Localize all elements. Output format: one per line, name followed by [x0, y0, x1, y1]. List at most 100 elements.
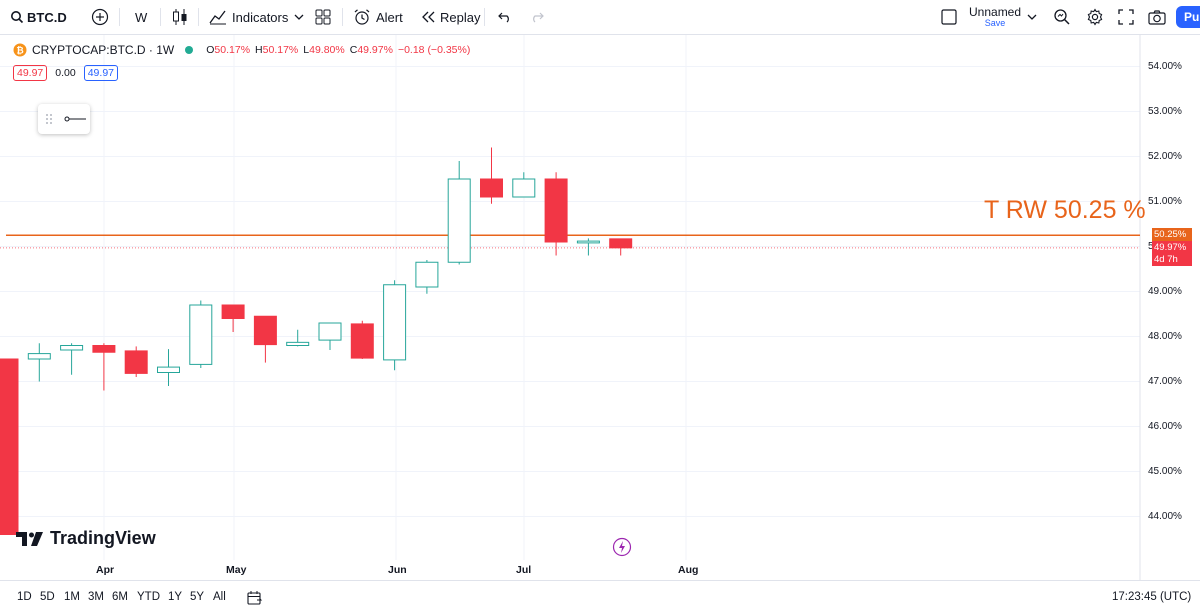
quick-search-button[interactable]	[1053, 0, 1071, 34]
price-tick-label: 51.00%	[1148, 195, 1182, 207]
magnifier-icon	[1054, 9, 1070, 25]
candle-body	[60, 345, 84, 351]
drag-handle-icon[interactable]	[44, 112, 54, 126]
object-tree-widget[interactable]	[38, 104, 90, 134]
candle-body	[253, 315, 277, 346]
compare-button[interactable]	[91, 0, 109, 34]
legend-close: C49.97%	[349, 44, 393, 56]
divider	[119, 8, 120, 26]
indicators-label: Indicators	[232, 9, 289, 25]
chevron-down-icon	[1027, 14, 1037, 20]
candle	[383, 280, 407, 371]
timeframe-button-all[interactable]: All	[213, 591, 226, 603]
market-status-icon	[185, 46, 194, 54]
candle-body	[221, 304, 245, 319]
replay-button[interactable]: Replay	[420, 0, 480, 34]
legend-title: CRYPTOCAP:BTC.D · 1W	[32, 43, 175, 57]
timeframe-button-1y[interactable]: 1Y	[168, 591, 183, 603]
fullscreen-icon	[1118, 9, 1134, 25]
redo-button[interactable]	[530, 0, 544, 34]
price-tick-label: 52.00%	[1148, 150, 1182, 162]
layouts-button[interactable]	[315, 0, 331, 34]
time-tick-label: Apr	[96, 564, 115, 576]
value-zero: 0.00	[55, 67, 76, 79]
symbol-search[interactable]: BTC.D	[10, 0, 67, 34]
divider	[342, 8, 343, 26]
layout-name-button[interactable]: Unnamed Save	[969, 5, 1021, 28]
candle	[609, 238, 633, 256]
rewind-icon	[422, 11, 435, 23]
chart-pane[interactable]	[0, 35, 1200, 580]
horizontal-line-tool-icon[interactable]	[64, 115, 86, 123]
indicator-values: 49.97 0.00 49.97	[13, 65, 118, 81]
fullscreen-button[interactable]	[1118, 0, 1134, 34]
bitcoin-icon: ₿	[13, 43, 27, 57]
gear-icon	[1087, 8, 1103, 26]
chart-type-button[interactable]	[172, 0, 188, 34]
add-circle-icon	[91, 8, 109, 26]
candle	[221, 304, 245, 332]
timeframe-button-3m[interactable]: 3M	[88, 591, 104, 603]
undo-icon	[498, 12, 509, 23]
interval-button[interactable]: W	[135, 0, 147, 34]
undo-button[interactable]	[498, 0, 512, 34]
timeframe-button-5d[interactable]: 5D	[40, 591, 55, 603]
bar-countdown-label: 4d 7h	[1152, 253, 1192, 266]
timeframe-button-6m[interactable]: 6M	[112, 591, 128, 603]
settings-button[interactable]	[1086, 0, 1104, 34]
candle-body	[189, 304, 213, 365]
price-tick-label: 45.00%	[1148, 465, 1182, 477]
replay-label: Replay	[440, 9, 481, 25]
divider	[484, 8, 485, 26]
timeframe-button-ytd[interactable]: YTD	[137, 591, 160, 603]
top-toolbar: BTC.D W Indicators Alert Replay Unnamed	[0, 0, 1200, 35]
price-tick-label: 46.00%	[1148, 420, 1182, 432]
timeframe-button-1m[interactable]: 1M	[64, 591, 80, 603]
horizontal-line-drawing[interactable]	[0, 234, 1140, 249]
price-tick-label: 54.00%	[1148, 60, 1182, 72]
candle-body	[576, 240, 600, 244]
timeframe-button-1d[interactable]: 1D	[17, 591, 32, 603]
price-chart[interactable]	[0, 35, 1200, 580]
symbol-label: BTC.D	[27, 9, 67, 25]
candle-body	[609, 238, 633, 249]
price-tick-label: 49.00%	[1148, 285, 1182, 297]
publish-button[interactable]: Pu	[1176, 6, 1200, 28]
indicators-button[interactable]: Indicators	[209, 0, 288, 34]
publish-label: Pu	[1184, 10, 1200, 24]
layout-dropdown[interactable]	[1027, 0, 1037, 34]
flash-icon[interactable]	[612, 537, 632, 557]
candle-body	[350, 323, 374, 359]
legend-change: −0.18 (−0.35%)	[397, 44, 471, 56]
annotation-text[interactable]: T RW 50.25 %	[984, 196, 1146, 224]
grid-layout-icon	[315, 9, 331, 25]
redo-icon	[533, 12, 544, 23]
layout-save-status: Save	[984, 18, 1006, 28]
indicators-dropdown[interactable]	[294, 0, 304, 34]
interval-label: W	[135, 9, 148, 25]
legend-low: L49.80%	[303, 44, 345, 56]
indicators-icon	[209, 10, 226, 25]
snapshot-button[interactable]	[1148, 0, 1166, 34]
tradingview-logo: TradingView	[16, 528, 156, 549]
date-range-icon[interactable]	[247, 590, 263, 606]
candles	[0, 147, 633, 535]
alert-button[interactable]: Alert	[353, 0, 403, 34]
value-box-blue: 49.97	[83, 65, 118, 81]
candle	[27, 343, 51, 382]
candle	[253, 315, 277, 363]
layout-checkbox[interactable]	[941, 0, 957, 34]
utc-clock[interactable]: 17:23:45 (UTC)	[1112, 591, 1192, 603]
candle	[157, 349, 180, 386]
candle-body	[124, 350, 148, 374]
alarm-clock-icon	[354, 9, 370, 25]
chart-legend[interactable]: ₿ CRYPTOCAP:BTC.D · 1W O50.17% H50.17% L…	[13, 43, 470, 57]
timeframe-button-5y[interactable]: 5Y	[190, 591, 205, 603]
candle	[415, 260, 439, 294]
price-tick-label: 48.00%	[1148, 330, 1182, 342]
price-tick-label: 53.00%	[1148, 105, 1182, 117]
last-price-label: 49.97%	[1152, 241, 1192, 254]
candle-body	[415, 261, 439, 288]
candle-body	[512, 178, 536, 198]
candle	[350, 320, 374, 359]
